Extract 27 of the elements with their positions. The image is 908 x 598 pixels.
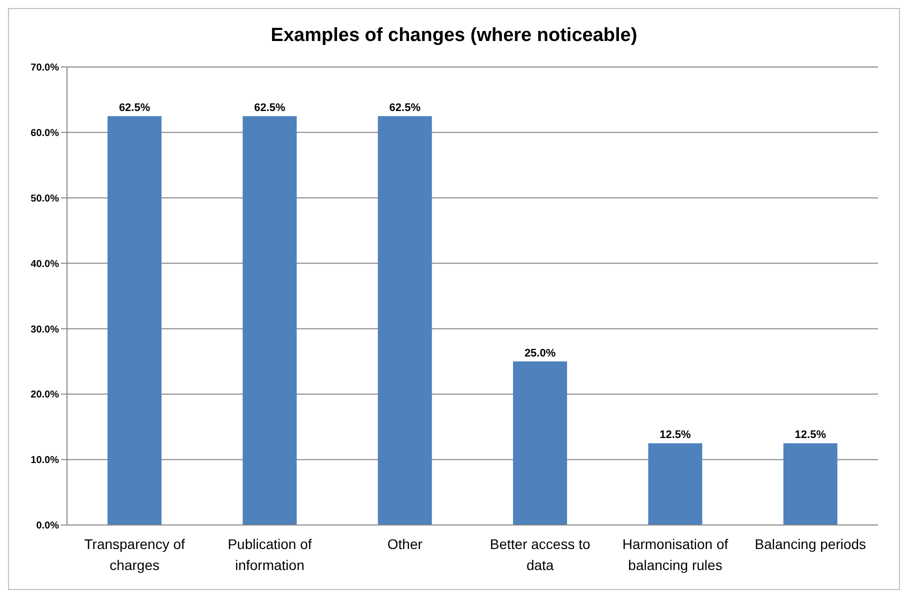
data-label: 62.5% [254,102,286,114]
x-tick-label: Better access to data [490,536,590,573]
y-tick-label: 70.0% [30,62,60,74]
bar [648,443,702,525]
bar [378,116,432,525]
x-tick-label: Harmonisation of balancing rules [622,536,728,573]
x-tick-label: Transparency of charges [84,536,186,573]
bar [108,116,162,525]
x-tick-label: Publication of information [228,536,312,573]
data-label: 25.0% [524,347,556,360]
y-tick-label: 0.0% [36,520,60,532]
y-tick-label: 50.0% [30,193,60,204]
y-tick-label: 10.0% [30,455,60,466]
chart-title: Examples of changes (where noticeable) [270,25,638,47]
bar [783,443,838,525]
data-label: 62.5% [389,102,421,114]
y-tick-label: 60.0% [30,128,60,139]
y-tick-label: 30.0% [30,324,60,336]
data-label: 12.5% [794,429,826,442]
bar [513,361,568,525]
bar [242,116,297,525]
y-tick-label: 20.0% [30,390,60,401]
x-tick-label: Balancing periods [754,536,866,552]
data-label: 12.5% [660,429,692,442]
y-tick-label: 40.0% [30,258,60,270]
x-tick-label: Other [387,536,423,552]
data-label: 62.5% [118,102,150,114]
